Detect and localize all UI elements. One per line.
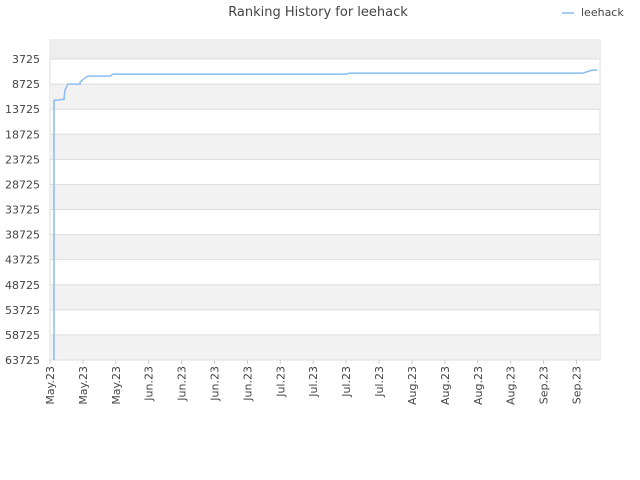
y-tick-label: 38725	[5, 229, 40, 242]
y-tick-label: 58725	[5, 329, 40, 342]
grid-band	[50, 334, 600, 360]
grid-band	[50, 40, 600, 60]
x-tick-label: Sep.23	[570, 366, 583, 404]
x-tick-label: Jun.23	[176, 366, 189, 402]
y-tick-label: 23725	[5, 153, 40, 166]
x-tick-label: Jun.23	[143, 366, 156, 402]
line	[53, 69, 598, 360]
x-tick-label: Jul.23	[307, 366, 320, 398]
y-tick-label: 33725	[5, 204, 40, 217]
x-tick-label: Jun.23	[209, 366, 222, 402]
grid-band	[50, 234, 600, 260]
x-tick-label: Aug.23	[406, 366, 419, 405]
x-tick-label: Jun.23	[241, 366, 254, 402]
chart-title: Ranking History for leehack	[228, 5, 408, 20]
grid-band	[50, 84, 600, 110]
y-tick-label: 28725	[5, 178, 40, 191]
grid-band	[50, 184, 600, 210]
y-tick-label: 13725	[5, 103, 40, 116]
y-tick-label: 3725	[12, 53, 40, 66]
y-tick-label: 8725	[12, 78, 40, 91]
y-tick-label: 53725	[5, 304, 40, 317]
x-tick-label: Aug.23	[472, 366, 485, 405]
x-tick-label: Jul.23	[274, 366, 287, 398]
x-tick-label: May.23	[110, 366, 123, 405]
x-tick-label: May.23	[77, 366, 90, 405]
x-tick-label: Jul.23	[340, 366, 353, 398]
x-tick-label: Aug.23	[439, 366, 452, 405]
y-tick-label: 48725	[5, 279, 40, 292]
grid-band	[50, 134, 600, 160]
legend-label: leehack	[581, 6, 624, 19]
x-tick-label: May.23	[44, 366, 57, 405]
x-tick-label: Sep.23	[538, 366, 551, 404]
y-tick-label: 43725	[5, 254, 40, 267]
x-tick-label: Aug.23	[505, 366, 518, 405]
y-tick-label: 63725	[5, 354, 40, 367]
grid-band	[50, 284, 600, 310]
y-tick-label: 18725	[5, 128, 40, 141]
x-tick-label: Jul.23	[373, 366, 386, 398]
